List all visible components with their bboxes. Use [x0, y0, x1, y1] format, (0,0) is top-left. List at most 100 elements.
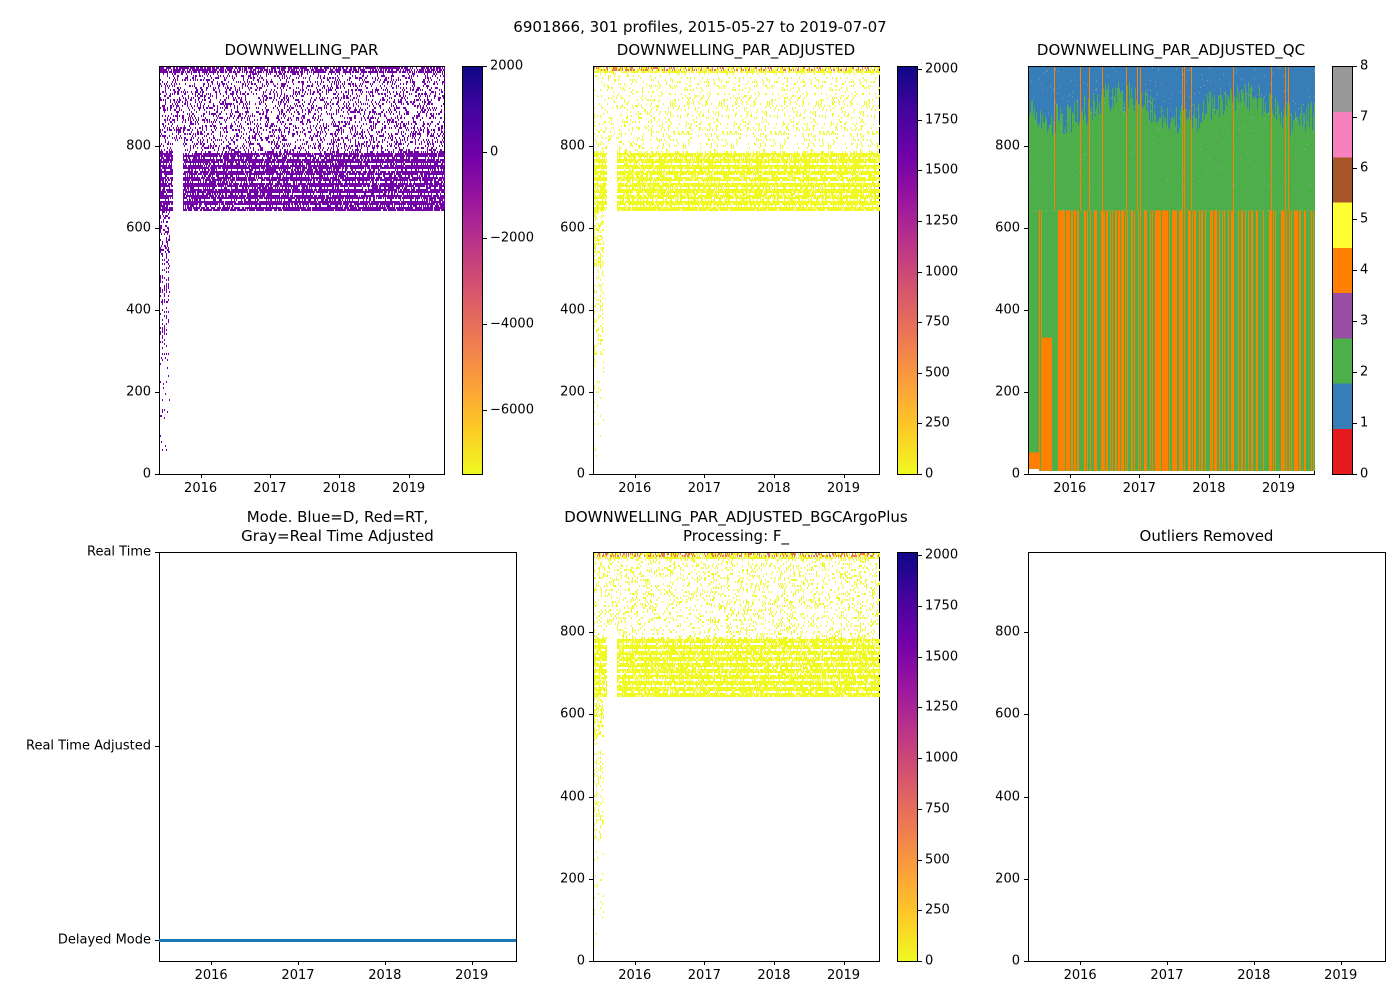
x-tick: [1208, 474, 1210, 478]
colorbar-tick: [1353, 372, 1357, 373]
colorbar-tick: [1353, 219, 1357, 220]
colorbar-tick-label: 250: [925, 902, 950, 918]
colorbar-tick: [918, 69, 922, 71]
axes-panel-1: [593, 66, 880, 475]
y-tick-label: Real Time Adjusted: [26, 738, 151, 754]
colorbar-tick: [918, 808, 922, 810]
y-tick: [589, 714, 593, 716]
x-tick: [1253, 961, 1255, 965]
panel-title: DOWNWELLING_PAR_ADJUSTED_BGCArgoPlus: [564, 508, 908, 526]
colorbar-tick-label: 4: [1360, 262, 1369, 278]
x-tick: [704, 961, 706, 965]
x-tick: [1166, 961, 1168, 965]
y-tick: [589, 878, 593, 880]
colorbar-tick: [918, 170, 922, 172]
colorbar-tick: [483, 237, 487, 239]
x-tick: [384, 961, 386, 965]
colorbar-tick: [483, 323, 487, 325]
colorbar-tick: [918, 119, 922, 121]
colorbar-tick-label: −4000: [490, 316, 534, 332]
colorbar-tick: [918, 656, 922, 658]
x-tick-label: 2019: [1261, 481, 1296, 496]
colorbar-tick-label: 500: [925, 852, 950, 867]
x-tick: [843, 961, 845, 965]
x-tick: [1340, 961, 1342, 965]
x-tick-label: 2018: [1237, 968, 1271, 983]
y-tick-label: 400: [560, 302, 585, 318]
colorbar-tick: [1353, 474, 1357, 475]
y-tick-label: 200: [995, 871, 1020, 887]
y-tick-label: 200: [995, 384, 1020, 400]
colorbar-tick: [1353, 117, 1357, 118]
y-tick: [155, 745, 159, 747]
y-tick: [1024, 391, 1028, 393]
y-tick-label: 0: [1011, 953, 1020, 969]
colorbar-tick: [918, 910, 922, 912]
x-tick-label: 2016: [194, 968, 228, 983]
y-tick: [1024, 961, 1028, 962]
y-tick: [155, 391, 159, 393]
colorbar-tick-label: 0: [925, 466, 934, 482]
colorbar-tick-label: 1: [1360, 415, 1369, 431]
y-tick: [1024, 878, 1028, 880]
x-tick: [1139, 474, 1141, 478]
x-tick: [704, 474, 706, 478]
y-tick-label: 600: [560, 706, 585, 722]
colorbar-tick-label: 250: [925, 415, 950, 431]
axes-panel-4: [593, 552, 880, 962]
y-tick-label: 0: [1011, 466, 1020, 482]
colorbar-tick-label: 1000: [925, 750, 959, 766]
heatmap-4: [594, 553, 880, 962]
colorbar-tick-label: 6: [1360, 160, 1369, 176]
colorbar-4: [897, 552, 918, 962]
x-tick: [408, 474, 410, 478]
colorbar-tick: [918, 372, 922, 374]
x-tick-label: 2018: [1192, 481, 1226, 496]
panel-title: Gray=Real Time Adjusted: [241, 527, 434, 545]
figure-suptitle: 6901866, 301 profiles, 2015-05-27 to 201…: [513, 18, 887, 36]
colorbar-tick-label: 0: [925, 953, 934, 969]
y-tick-label: 200: [560, 871, 585, 887]
y-tick-label: 0: [576, 466, 585, 482]
x-tick: [634, 961, 636, 965]
y-tick: [155, 227, 159, 229]
y-tick: [589, 961, 593, 962]
x-tick-label: 2017: [1150, 968, 1184, 983]
colorbar-tick: [918, 758, 922, 760]
y-tick: [589, 309, 593, 311]
x-tick: [773, 961, 775, 965]
x-tick-label: 2016: [1063, 968, 1097, 983]
colorbar-tick: [1353, 168, 1357, 169]
colorbar-tick: [1353, 423, 1357, 424]
panel-title: Mode. Blue=D, Red=RT,: [246, 508, 429, 526]
x-tick: [1080, 961, 1082, 965]
y-tick-label: 800: [995, 138, 1020, 154]
colorbar-tick: [1353, 66, 1357, 67]
y-tick-label: 400: [995, 302, 1020, 318]
x-tick: [634, 474, 636, 478]
y-tick: [589, 145, 593, 147]
y-tick-label: 800: [995, 624, 1020, 640]
colorbar-tick: [918, 707, 922, 709]
panel-title: DOWNWELLING_PAR: [224, 41, 379, 59]
x-tick-label: 2017: [687, 481, 721, 496]
colorbar-tick: [483, 66, 487, 67]
y-tick-label: 0: [576, 953, 585, 969]
x-tick-label: 2016: [618, 968, 652, 983]
y-tick: [589, 474, 593, 475]
x-tick-label: 2016: [184, 481, 218, 496]
x-tick-label: 2019: [826, 968, 861, 983]
x-tick: [211, 961, 213, 965]
y-tick: [155, 145, 159, 147]
x-tick-label: 2016: [618, 481, 652, 496]
colorbar-tick: [918, 271, 922, 273]
panel-title: Processing: F_: [682, 527, 790, 545]
x-tick: [200, 474, 202, 478]
y-tick: [589, 391, 593, 393]
y-tick-label: 800: [126, 138, 151, 154]
y-tick: [1024, 227, 1028, 229]
colorbar-tick-label: 5: [1360, 211, 1369, 227]
colorbar-tick-label: 2000: [925, 547, 959, 563]
x-tick-label: 2017: [253, 481, 287, 496]
